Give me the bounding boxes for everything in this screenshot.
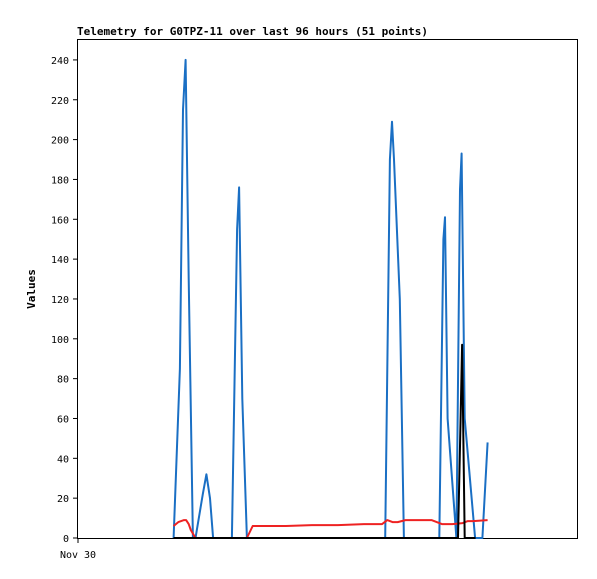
y-tick-label: 160 [51, 215, 69, 226]
series-line-2 [172, 519, 488, 539]
y-tick-label: 220 [51, 96, 69, 107]
y-tick-label: 240 [51, 56, 69, 67]
y-tick-label: 120 [51, 295, 69, 306]
y-tick-label: 0 [63, 534, 69, 545]
y-tick-label: 100 [51, 335, 69, 346]
y-tick-label: 40 [57, 454, 69, 465]
y-tick-label: 180 [51, 175, 69, 186]
series-line-3 [173, 343, 476, 539]
y-tick-label: 140 [51, 255, 69, 266]
y-tick-label: 20 [57, 494, 69, 505]
y-tick-label: 200 [51, 136, 69, 147]
series-layer [172, 58, 489, 539]
y-axis-ticks: 0 20 40 60 80 100 120 140 160 180 200 220 240 [51, 56, 78, 545]
chart-title: Telemetry for G0TPZ-11 over last 96 hour… [77, 25, 428, 38]
x-tick-label: Nov 30 [60, 550, 96, 561]
y-tick-label: 60 [57, 414, 69, 425]
y-axis-label: Values [25, 269, 38, 309]
y-tick-label: 80 [57, 375, 69, 386]
x-axis-ticks: Nov 30 [60, 538, 96, 561]
plot-frame [77, 39, 578, 539]
series-line-1 [172, 58, 489, 539]
